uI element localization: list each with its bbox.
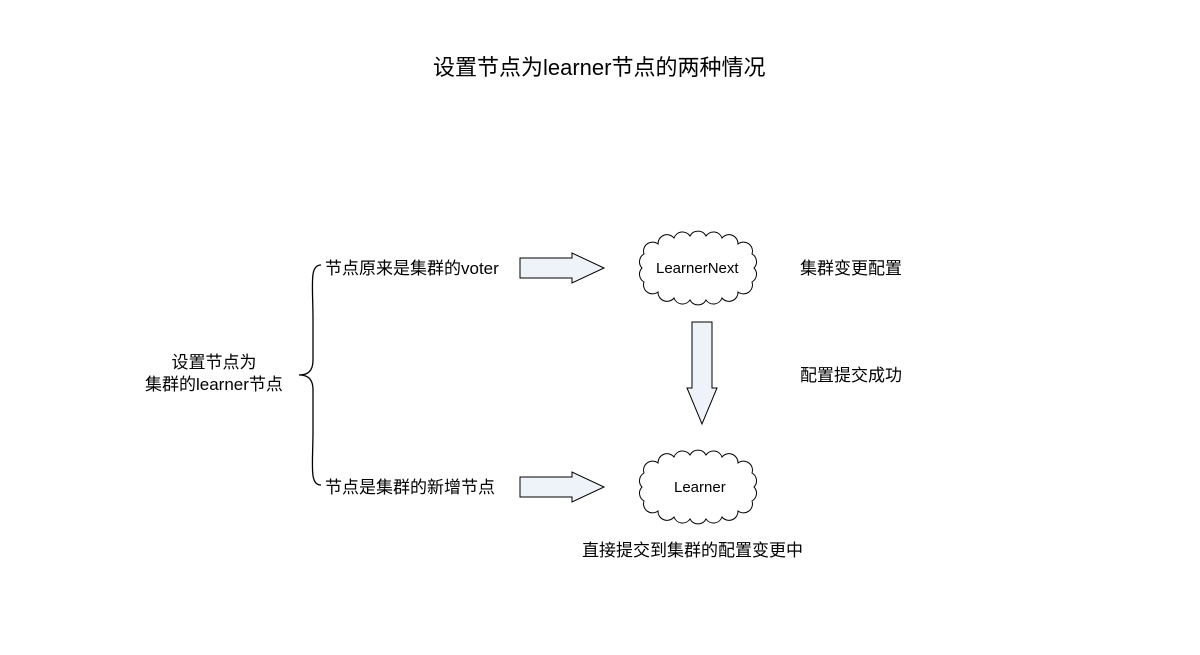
arrow-right-top-icon [518,252,608,284]
branch-bottom-annotation: 直接提交到集群的配置变更中 [582,540,803,562]
branch-top-annotation: 集群变更配置 [800,258,902,280]
diagram-title: 设置节点为learner节点的两种情况 [433,54,765,83]
vertical-arrow-annotation: 配置提交成功 [800,365,902,387]
arrow-right-bottom-icon [518,471,608,503]
root-label: 设置节点为 集群的learner节点 [145,352,283,396]
brace-icon [299,265,327,485]
cloud-node-learner-next-label: LearnerNext [656,259,739,279]
arrow-down-icon [686,320,718,428]
branch-bottom-label: 节点是集群的新增节点 [325,477,495,499]
root-label-line2: 集群的learner节点 [145,375,283,394]
root-label-line1: 设置节点为 [171,353,256,372]
branch-top-label: 节点原来是集群的voter [325,258,499,280]
cloud-node-learner-label: Learner [674,478,726,498]
